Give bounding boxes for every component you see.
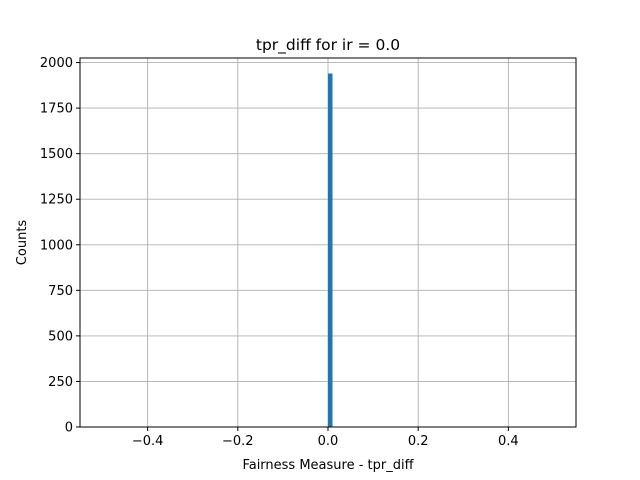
- y-tick-label: 500: [48, 329, 73, 344]
- y-axis-label: Counts: [15, 220, 30, 266]
- y-tick-label: 250: [48, 375, 73, 390]
- x-tick-label: 0.0: [318, 434, 339, 449]
- y-tick-label: 1500: [40, 147, 73, 162]
- y-tick-label: 1000: [40, 238, 73, 253]
- x-tick-label: 0.4: [498, 434, 519, 449]
- histogram-bar: [328, 73, 333, 427]
- y-tick-label: 0: [65, 421, 73, 436]
- bars: [328, 73, 333, 427]
- x-tick-label: −0.2: [222, 434, 254, 449]
- x-tick-label: −0.4: [132, 434, 164, 449]
- y-tick-label: 750: [48, 284, 73, 299]
- x-axis-label: Fairness Measure - tpr_diff: [242, 458, 414, 473]
- chart-title: tpr_diff for ir = 0.0: [256, 36, 400, 55]
- y-tick-label: 1250: [40, 193, 73, 208]
- y-tick-label: 2000: [40, 56, 73, 71]
- y-tick-label: 1750: [40, 102, 73, 117]
- x-tick-label: 0.2: [408, 434, 429, 449]
- ticks: −0.4 −0.2 0.0 0.2 0.4 0 250 500 750 1000 1250 1500 1…: [40, 56, 519, 449]
